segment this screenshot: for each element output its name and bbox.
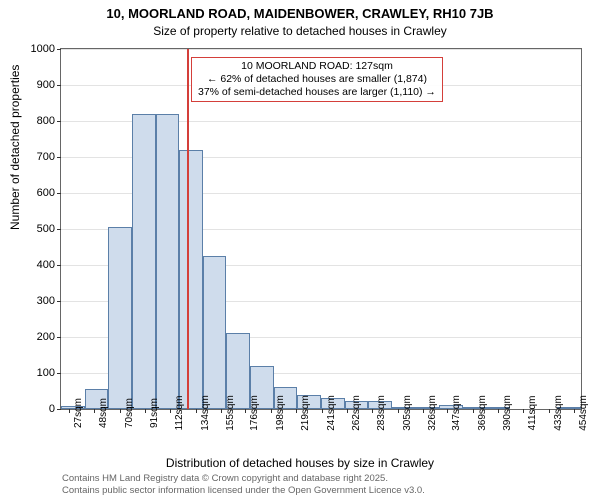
x-tick-label: 347sqm: [451, 395, 462, 431]
x-tickmark: [245, 409, 246, 413]
x-tick-label: 155sqm: [225, 395, 236, 431]
y-tickmark: [57, 301, 61, 302]
y-axis-label: Number of detached properties: [8, 65, 22, 230]
histogram-bar: [156, 114, 180, 409]
x-tickmark: [221, 409, 222, 413]
y-tickmark: [57, 193, 61, 194]
x-tick-label: 91sqm: [149, 398, 160, 428]
y-tickmark: [57, 85, 61, 86]
y-tickmark: [57, 121, 61, 122]
attribution-line-1: Contains HM Land Registry data © Crown c…: [62, 473, 425, 484]
y-tick-label: 300: [37, 295, 55, 307]
y-tickmark: [57, 337, 61, 338]
histogram-bar: [203, 256, 227, 409]
x-tick-label: 454sqm: [578, 395, 589, 431]
x-tick-label: 176sqm: [249, 395, 260, 431]
x-tickmark: [372, 409, 373, 413]
x-tick-label: 198sqm: [275, 395, 286, 431]
x-tick-label: 27sqm: [73, 398, 84, 428]
x-tickmark: [120, 409, 121, 413]
x-tickmark: [473, 409, 474, 413]
y-tick-label: 900: [37, 79, 55, 91]
property-marker-line: [187, 49, 189, 409]
y-tick-label: 500: [37, 223, 55, 235]
x-tick-label: 390sqm: [502, 395, 513, 431]
x-tickmark: [170, 409, 171, 413]
x-tick-label: 112sqm: [174, 396, 185, 431]
x-tickmark: [523, 409, 524, 413]
y-tick-label: 1000: [31, 43, 55, 55]
y-tick-label: 200: [37, 331, 55, 343]
y-tick-label: 100: [37, 367, 55, 379]
x-tickmark: [423, 409, 424, 413]
annotation-line: ← 62% of detached houses are smaller (1,…: [198, 73, 436, 86]
x-tick-label: 326sqm: [427, 395, 438, 431]
x-axis-label: Distribution of detached houses by size …: [0, 456, 600, 470]
histogram-bar: [179, 150, 203, 409]
x-tick-label: 70sqm: [124, 398, 135, 428]
chart-title: 10, MOORLAND ROAD, MAIDENBOWER, CRAWLEY,…: [0, 0, 600, 23]
x-tickmark: [145, 409, 146, 413]
x-tickmark: [296, 409, 297, 413]
x-tick-label: 134sqm: [200, 395, 211, 431]
x-tick-label: 411sqm: [527, 396, 538, 431]
annotation-box: 10 MOORLAND ROAD: 127sqm← 62% of detache…: [191, 57, 443, 102]
x-tickmark: [447, 409, 448, 413]
attribution-text: Contains HM Land Registry data © Crown c…: [62, 473, 425, 496]
x-tick-label: 262sqm: [351, 395, 362, 431]
x-tick-label: 305sqm: [402, 395, 413, 431]
x-tickmark: [574, 409, 575, 413]
y-tick-label: 0: [49, 403, 55, 415]
x-tickmark: [94, 409, 95, 413]
x-tickmark: [196, 409, 197, 413]
histogram-bar: [132, 114, 156, 409]
y-tickmark: [57, 265, 61, 266]
x-tick-label: 241sqm: [326, 395, 337, 431]
x-tickmark: [322, 409, 323, 413]
attribution-line-2: Contains public sector information licen…: [62, 485, 425, 496]
y-tickmark: [57, 373, 61, 374]
y-tickmark: [57, 49, 61, 50]
x-tick-label: 283sqm: [376, 395, 387, 431]
x-tickmark: [347, 409, 348, 413]
x-tickmark: [271, 409, 272, 413]
y-gridline: [61, 49, 581, 50]
histogram-bar: [108, 227, 132, 409]
x-tickmark: [69, 409, 70, 413]
y-tick-label: 400: [37, 259, 55, 271]
chart-container: 10, MOORLAND ROAD, MAIDENBOWER, CRAWLEY,…: [0, 0, 600, 500]
x-tick-label: 48sqm: [98, 398, 109, 428]
y-tick-label: 700: [37, 151, 55, 163]
x-tick-label: 433sqm: [553, 395, 564, 431]
y-tickmark: [57, 409, 61, 410]
x-tickmark: [549, 409, 550, 413]
chart-subtitle: Size of property relative to detached ho…: [0, 23, 600, 38]
annotation-line: 37% of semi-detached houses are larger (…: [198, 86, 436, 99]
y-tick-label: 800: [37, 115, 55, 127]
x-tick-label: 369sqm: [477, 395, 488, 431]
annotation-line: 10 MOORLAND ROAD: 127sqm: [198, 60, 436, 73]
x-tick-label: 219sqm: [300, 395, 311, 431]
x-tickmark: [498, 409, 499, 413]
y-tick-label: 600: [37, 187, 55, 199]
x-tickmark: [398, 409, 399, 413]
plot-area: 0100200300400500600700800900100027sqm48s…: [60, 48, 582, 410]
y-tickmark: [57, 157, 61, 158]
y-tickmark: [57, 229, 61, 230]
